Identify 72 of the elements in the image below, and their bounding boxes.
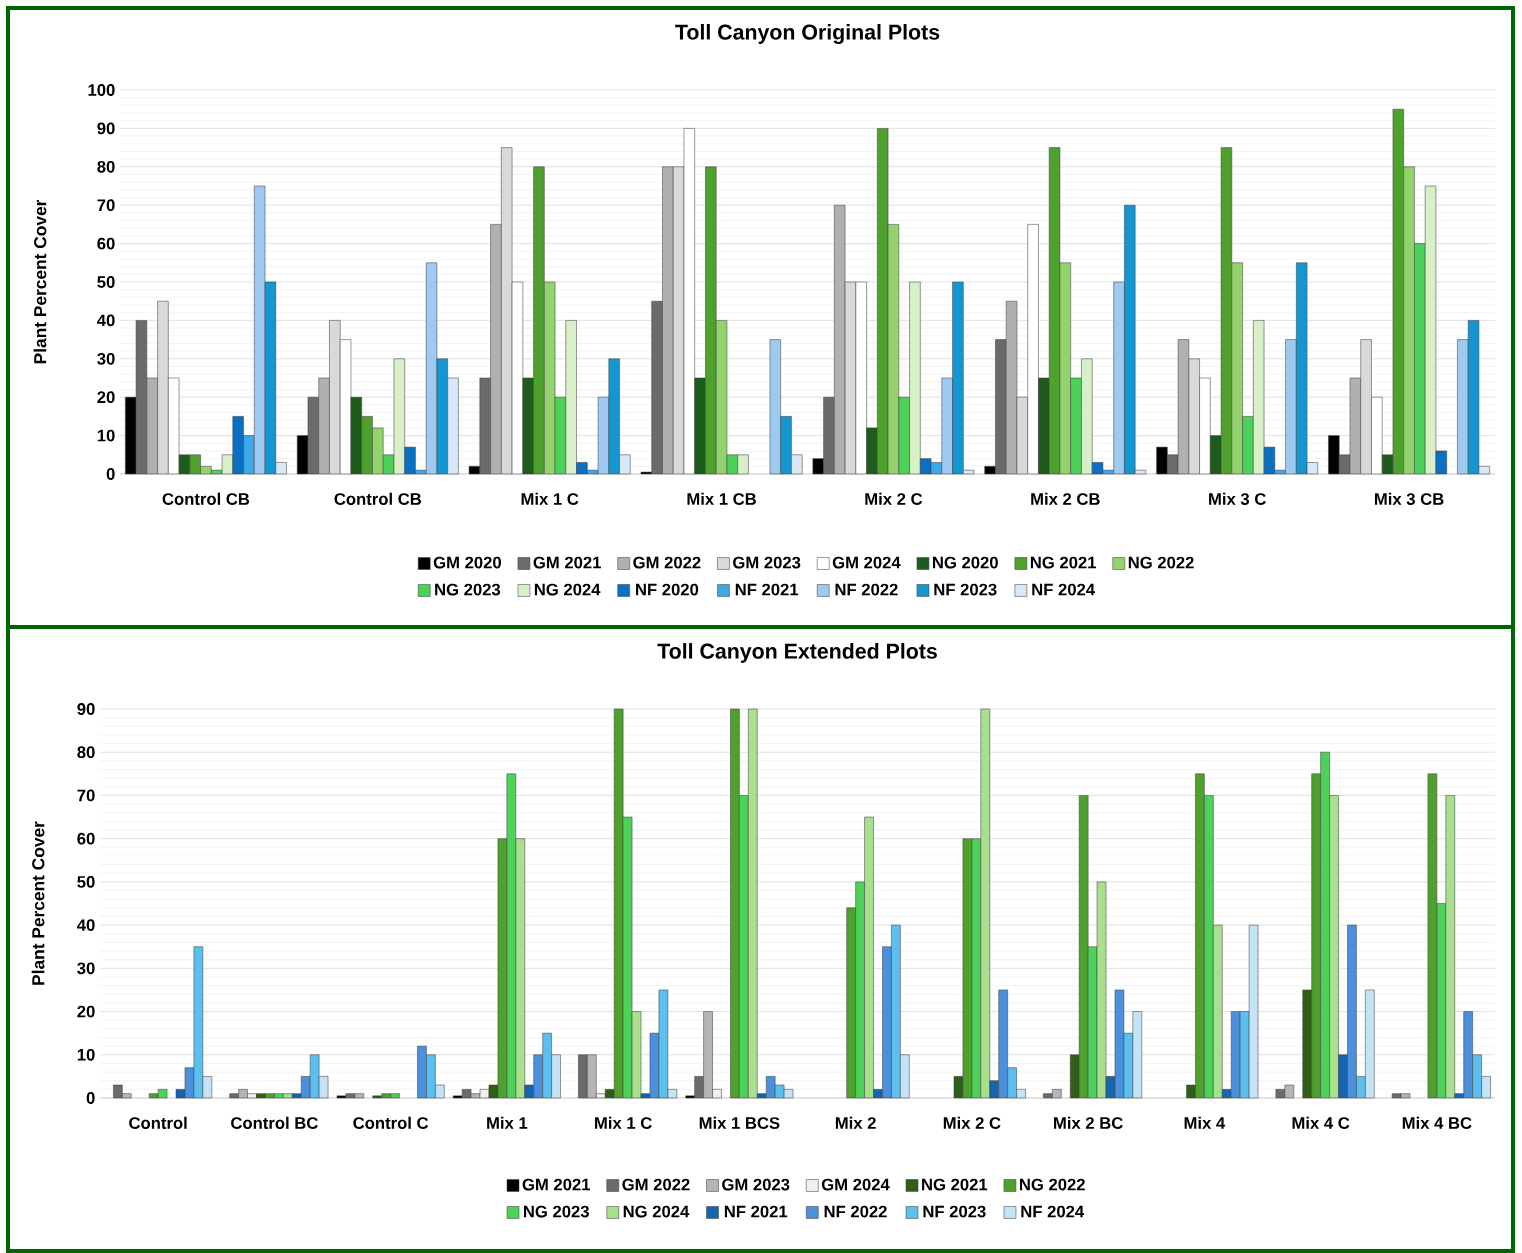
y-tick-label: 90 — [77, 703, 95, 715]
y-tick-label: 20 — [77, 1005, 95, 1018]
y-tick-label: 50 — [77, 875, 95, 888]
legend-label: NF 2021 — [735, 583, 799, 596]
legend-label: NF 2020 — [636, 583, 699, 596]
x-tick-label: Mix 2 BC — [1054, 1116, 1123, 1129]
legend-label: NG 2022 — [1128, 556, 1194, 569]
y-tick-label: 10 — [77, 1048, 95, 1061]
y-tick-label: 70 — [77, 789, 95, 802]
legend-label: NG 2024 — [623, 1205, 690, 1218]
y-tick-label: 60 — [77, 832, 95, 845]
legend-label: NF 2021 — [724, 1205, 788, 1218]
y-tick-label: 0 — [86, 1092, 95, 1104]
legend-label: GM 2021 — [522, 1178, 591, 1191]
x-tick-label: Control C — [353, 1116, 429, 1129]
legend-label: NG 2021 — [1030, 556, 1097, 569]
y-tick-label: 30 — [77, 962, 95, 975]
y-tick-label: 60 — [97, 237, 115, 250]
legend-label: NG 2020 — [933, 556, 998, 569]
legend-label: GM 2023 — [733, 556, 801, 569]
legend-label: NF 2022 — [835, 583, 898, 596]
legend-label: NF 2024 — [1032, 583, 1095, 596]
legend-label: NG 2023 — [435, 583, 501, 596]
x-tick-label: Mix 4 C — [1292, 1116, 1350, 1129]
y-tick-label: 20 — [97, 391, 115, 404]
legend-label: GM 2020 — [433, 556, 501, 569]
x-tick-label: Mix 4 BC — [1402, 1116, 1472, 1129]
y-axis-title: Plant Percent Cover — [33, 199, 47, 364]
legend-label: NG 2024 — [534, 583, 601, 596]
x-tick-label: Control BC — [231, 1116, 318, 1129]
legend-label: NG 2023 — [523, 1205, 589, 1218]
legend-label: GM 2022 — [622, 1178, 690, 1191]
x-tick-label: Mix 3 CB — [1374, 492, 1444, 505]
legend-label: NG 2021 — [922, 1178, 988, 1191]
y-tick-label: 40 — [77, 919, 95, 932]
legend-label: GM 2024 — [821, 1178, 890, 1191]
x-tick-label: Mix 2 C — [943, 1116, 1001, 1129]
x-tick-label: Control CB — [162, 492, 250, 505]
legend-label: NF 2023 — [923, 1205, 986, 1218]
x-tick-label: Mix 2 C — [865, 492, 923, 505]
y-tick-label: 70 — [97, 199, 115, 212]
x-tick-label: Mix 3 C — [1209, 492, 1266, 505]
x-tick-label: Control CB — [334, 492, 422, 505]
x-tick-label: Mix 2 CB — [1031, 492, 1100, 505]
x-tick-label: Mix 4 — [1184, 1116, 1226, 1129]
y-tick-label: 90 — [97, 122, 115, 135]
legend-label: NF 2022 — [824, 1205, 887, 1218]
legend-label: GM 2024 — [832, 556, 901, 569]
y-tick-label: 80 — [77, 746, 95, 759]
y-tick-label: 10 — [97, 429, 115, 442]
legend-label: GM 2021 — [533, 556, 601, 569]
legend-label: NF 2024 — [1021, 1205, 1085, 1218]
y-tick-label: 30 — [97, 352, 115, 365]
legend-label: GM 2023 — [722, 1178, 790, 1191]
x-tick-label: Mix 1 CB — [687, 492, 756, 505]
y-tick-label: 0 — [106, 468, 115, 480]
y-tick-label: 40 — [97, 314, 115, 327]
chart-title: Toll Canyon Extended Plots — [657, 643, 937, 663]
y-tick-label: 100 — [88, 84, 115, 96]
y-tick-label: 50 — [97, 276, 115, 288]
y-axis-title: Plant Percent Cover — [31, 821, 45, 985]
x-tick-label: Mix 1 — [487, 1116, 528, 1129]
x-tick-label: Mix 1 BCS — [699, 1116, 780, 1129]
chart-title: Toll Canyon Original Plots — [675, 24, 940, 44]
x-tick-label: Mix 1 C — [595, 1116, 652, 1129]
x-tick-label: Control — [129, 1116, 187, 1129]
legend-label: NG 2022 — [1019, 1178, 1085, 1191]
legend-label: GM 2022 — [633, 556, 701, 569]
legend-label: NF 2023 — [934, 583, 997, 596]
x-tick-label: Mix 1 C — [521, 492, 579, 505]
y-tick-label: 80 — [97, 160, 115, 173]
x-tick-label: Mix 2 — [835, 1116, 876, 1129]
